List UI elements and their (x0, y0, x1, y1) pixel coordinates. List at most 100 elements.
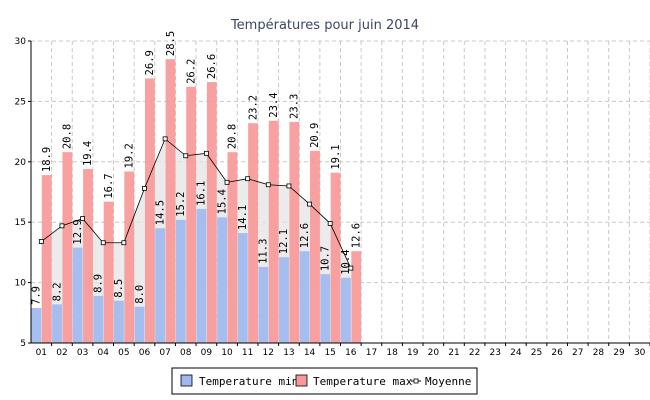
legend-label-min: Temperature min (199, 375, 298, 388)
x-tick-label: 17 (366, 348, 377, 358)
data-label-min: 10.7 (320, 246, 332, 271)
data-label-max: 18.9 (41, 147, 53, 172)
average-marker (286, 183, 292, 189)
x-tick-label: 26 (551, 348, 563, 358)
bar-max (248, 123, 258, 343)
bar-min (258, 266, 269, 343)
bar-max (351, 251, 362, 343)
legend: Temperature min Temperature max Moyenne (171, 367, 478, 395)
bar-min (52, 304, 62, 343)
average-marker (224, 179, 230, 185)
bar-max (330, 172, 341, 343)
x-tick-label: 06 (139, 348, 151, 358)
y-tick-label: 10 (15, 279, 27, 289)
data-label-max: 28.5 (165, 31, 177, 56)
bar-max (124, 171, 135, 343)
data-label-min: 8.2 (51, 282, 63, 301)
data-label-min: 12.6 (299, 223, 311, 248)
data-label-min: 8.0 (134, 285, 146, 304)
bar-min (31, 307, 42, 343)
y-tick-label: 25 (15, 97, 26, 107)
y-tick-label: 20 (15, 158, 27, 168)
data-label-min: 10.4 (340, 249, 352, 274)
bar-max (103, 201, 114, 343)
bar-min (93, 295, 104, 343)
bar-max (227, 152, 238, 343)
bar-min (175, 219, 186, 343)
x-tick-label: 21 (448, 348, 459, 358)
bar-min (72, 247, 83, 343)
bar-max (62, 152, 73, 343)
x-tick-label: 13 (283, 348, 294, 358)
x-tick-label: 02 (56, 348, 67, 358)
data-label-max: 26.2 (185, 59, 197, 84)
average-marker (59, 223, 65, 229)
bar-max (41, 175, 52, 343)
y-tick-label: 5 (20, 339, 26, 349)
bar-min (196, 208, 207, 343)
data-label-max: 19.2 (124, 143, 136, 168)
x-tick-label: 16 (345, 348, 357, 358)
data-label-min: 15.2 (175, 191, 187, 216)
data-label-max: 26.6 (206, 54, 218, 79)
data-label-min: 12.1 (278, 229, 290, 254)
average-line-path (41, 138, 352, 269)
data-label-max: 19.1 (330, 144, 342, 169)
x-tick-label: 14 (304, 348, 316, 358)
legend-box (171, 367, 478, 395)
bar-min (134, 306, 145, 343)
x-tick-label: 07 (159, 348, 170, 358)
data-label-min: 15.4 (216, 189, 228, 214)
data-label-max: 23.2 (247, 95, 259, 120)
y-tick-label: 15 (15, 218, 26, 228)
x-tick-label: 08 (180, 348, 192, 358)
bar-min (299, 251, 310, 343)
data-label-min: 8.9 (93, 274, 105, 293)
x-tick-label: 18 (386, 348, 398, 358)
x-tick-label: 12 (263, 348, 274, 358)
average-marker (245, 176, 251, 182)
data-labels: 7.9 18.9 8.2 20.8 12.9 19.4 8.9 16.7 8.5 19.2 8.0 2… (31, 31, 363, 305)
average-marker (183, 153, 189, 159)
legend-swatch-avg-marker (413, 378, 419, 384)
data-label-max: 23.4 (268, 92, 280, 117)
x-tick-label: 03 (77, 348, 88, 358)
bar-max (289, 121, 300, 343)
x-tick-label: 05 (118, 348, 129, 358)
data-label-max: 19.4 (82, 141, 94, 166)
average-marker (80, 216, 85, 221)
bar-min (279, 257, 289, 343)
data-label-min: 7.9 (31, 286, 43, 305)
axes: 5 10 15 20 25 30 01 02 03 04 05 06 07 08 09 10 11 12 13 14 1… (15, 37, 650, 358)
x-tick-label: 10 (221, 348, 233, 358)
legend-swatch-max (295, 374, 308, 387)
bar-max (310, 150, 320, 343)
average-marker (203, 150, 209, 156)
x-tick-label: 22 (469, 348, 480, 358)
bar-min (217, 217, 228, 343)
bar-max (268, 120, 279, 343)
x-tick-label: 11 (242, 348, 253, 358)
average-line (38, 136, 354, 271)
data-label-max: 12.6 (350, 223, 362, 248)
data-label-min: 14.5 (154, 200, 166, 225)
data-label-max: 26.9 (144, 50, 156, 75)
average-marker (142, 185, 147, 191)
x-tick-label: 28 (593, 348, 605, 358)
average-marker (100, 240, 106, 246)
bar-max (144, 78, 155, 343)
x-tick-label: 04 (97, 348, 109, 358)
x-tick-label: 25 (531, 348, 542, 358)
bar-min (320, 274, 331, 343)
legend-label-max: Temperature max (313, 375, 413, 388)
legend-swatch-min (180, 374, 193, 387)
data-label-min: 14.1 (237, 205, 249, 230)
average-marker (348, 265, 354, 271)
average-marker (327, 221, 333, 226)
bar-max (165, 59, 176, 344)
x-tick-label: 24 (510, 348, 522, 358)
x-tick-label: 01 (36, 348, 47, 358)
x-tick-label: 27 (572, 348, 583, 358)
